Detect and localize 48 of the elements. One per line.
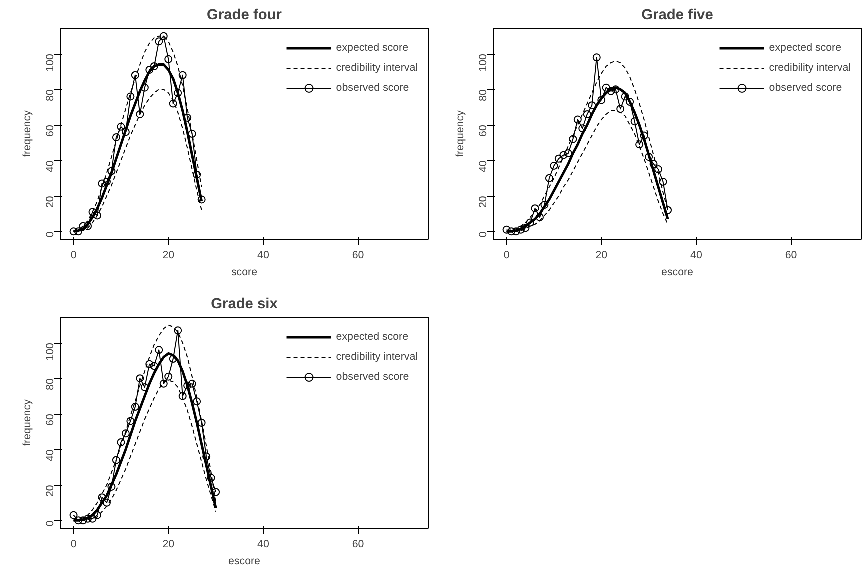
legend-label: observed score xyxy=(769,82,842,94)
x-tick-label: 40 xyxy=(258,250,270,262)
y-tick-label: 0 xyxy=(44,520,56,527)
y-tick-label: 0 xyxy=(44,232,56,238)
y-tick-label: 20 xyxy=(478,196,490,208)
y-tick-label: 100 xyxy=(44,54,56,72)
x-tick-label: 20 xyxy=(162,250,175,262)
y-tick-label: 80 xyxy=(44,378,56,390)
y-tick-label: 80 xyxy=(478,90,490,102)
legend-label: credibility interval xyxy=(336,351,418,363)
legend-label: observed score xyxy=(336,371,410,383)
legend-label: expected score xyxy=(769,42,842,54)
y-tick-label: 40 xyxy=(44,160,56,172)
x-tick-label: 40 xyxy=(690,250,702,262)
x-tick-label: 0 xyxy=(504,250,510,262)
x-axis-title: score xyxy=(231,266,258,278)
y-axis-title: frequency xyxy=(454,110,466,158)
y-tick-label: 100 xyxy=(478,54,490,72)
legend-label: credibility interval xyxy=(336,62,418,74)
x-tick-label: 60 xyxy=(352,538,364,550)
y-tick-label: 20 xyxy=(44,196,56,208)
y-tick-label: 60 xyxy=(44,125,56,137)
x-axis-title: escore xyxy=(662,266,694,278)
y-axis-title: frequency xyxy=(22,398,34,446)
x-tick-label: 20 xyxy=(162,538,175,550)
chart-title: Grade four xyxy=(207,8,282,24)
y-tick-label: 0 xyxy=(478,232,490,238)
legend-label: expected score xyxy=(336,42,409,54)
chart-title: Grade five xyxy=(642,8,714,24)
x-tick-label: 0 xyxy=(70,250,77,262)
x-tick-label: 20 xyxy=(596,250,608,262)
y-tick-label: 40 xyxy=(478,160,490,172)
y-tick-label: 60 xyxy=(44,414,56,426)
chart-title: Grade six xyxy=(211,296,279,312)
x-tick-label: 40 xyxy=(258,538,270,550)
y-tick-label: 100 xyxy=(44,343,56,361)
y-tick-label: 60 xyxy=(478,125,490,137)
y-tick-label: 80 xyxy=(44,90,56,102)
legend-label: credibility interval xyxy=(769,62,851,74)
y-axis-title: frequency xyxy=(22,110,34,158)
legend-label: observed score xyxy=(336,82,410,94)
y-tick-label: 20 xyxy=(44,485,56,498)
x-tick-label: 60 xyxy=(352,250,364,262)
x-tick-label: 0 xyxy=(70,538,77,550)
legend-label: expected score xyxy=(336,331,409,343)
x-axis-title: escore xyxy=(228,556,261,568)
x-tick-label: 60 xyxy=(785,250,798,262)
y-tick-label: 40 xyxy=(44,450,56,462)
